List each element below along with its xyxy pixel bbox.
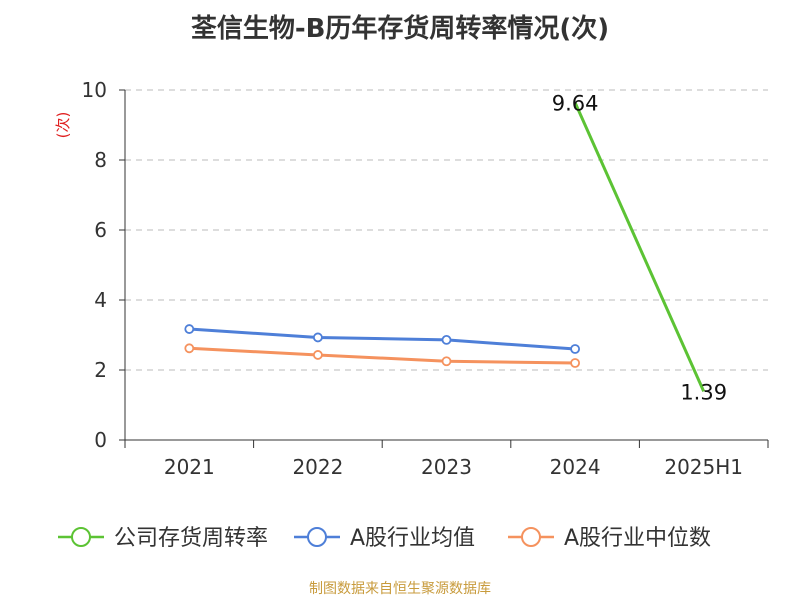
y-tick-label: 2 (94, 358, 107, 382)
legend-marker (71, 527, 91, 547)
data-point (570, 344, 580, 354)
y-tick-label: 4 (94, 288, 107, 312)
data-point (441, 334, 452, 345)
chart-title: 荃信生物-B历年存货周转率情况(次) (190, 14, 610, 44)
series-0 (573, 101, 706, 392)
series-line (573, 101, 706, 392)
data-point (312, 350, 323, 360)
x-tick-label: 2021 (164, 455, 215, 479)
legend-label: A股行业均值 (350, 526, 475, 551)
label-layer: 9.64 1.39 (552, 92, 727, 405)
legend-label: 公司存货周转率 (114, 526, 268, 551)
y-tick-label: 0 (94, 428, 107, 452)
x-tick-label: 2024 (550, 455, 601, 479)
data-source-note: 制图数据来自恒生聚源数据库 (309, 581, 491, 597)
y-tick-label: 8 (94, 148, 107, 172)
data-point (570, 358, 580, 368)
legend-item-0[interactable]: 公司存货周转率 (58, 526, 268, 551)
series-1 (184, 324, 580, 354)
data-point (312, 332, 323, 343)
grid-layer (125, 89, 768, 371)
y-tick-label: 10 (82, 78, 107, 102)
legend-item-1[interactable]: A股行业均值 (294, 526, 475, 551)
series-2 (184, 343, 580, 368)
y-axis-title: (次) (54, 112, 72, 139)
series-layer (184, 101, 706, 392)
data-label: 9.64 (552, 92, 599, 116)
x-tick-label: 2023 (421, 455, 472, 479)
data-point (184, 324, 195, 334)
legend-label: A股行业中位数 (564, 526, 711, 551)
data-point (441, 356, 452, 367)
legend[interactable]: 公司存货周转率 A股行业均值 A股行业中位数 (58, 526, 711, 551)
legend-item-2[interactable]: A股行业中位数 (508, 526, 711, 551)
axis-layer: 0 2 4 6 8 10 2021 2022 2023 2024 2025H1 (次) (54, 78, 769, 479)
y-tick-label: 6 (94, 218, 107, 242)
series-line (189, 346, 576, 365)
series-line (189, 327, 576, 351)
legend-marker (521, 527, 541, 547)
x-tick-label: 2022 (292, 455, 343, 479)
x-tick-label: 2025H1 (664, 455, 743, 479)
data-label: 1.39 (680, 380, 727, 404)
legend-marker (307, 527, 327, 547)
data-point (184, 343, 195, 354)
